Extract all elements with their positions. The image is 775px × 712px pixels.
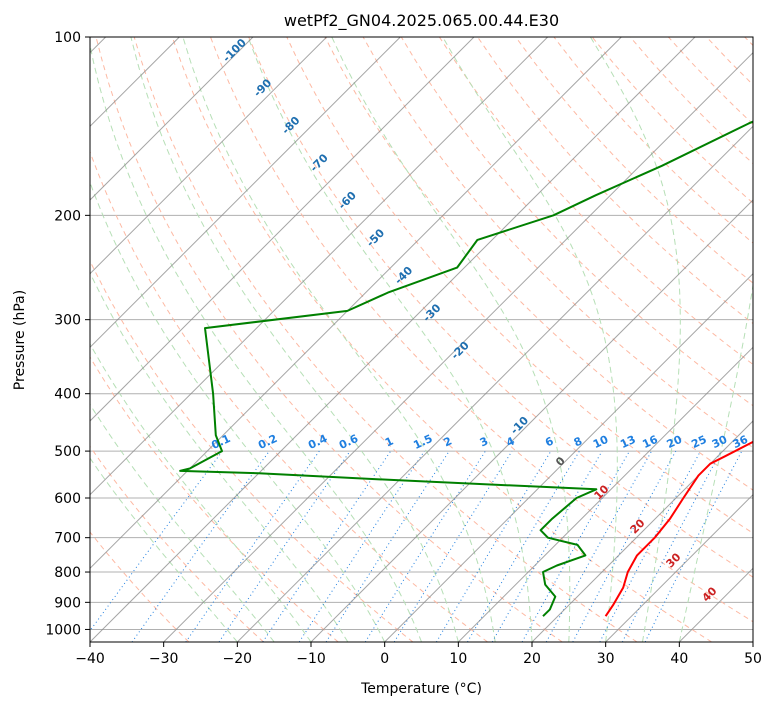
dry-adiabat-line <box>516 37 775 642</box>
isotherm-line <box>237 37 775 642</box>
x-tick-label: 0 <box>380 651 389 667</box>
mixing-ratio-label: 10 <box>591 433 611 451</box>
y-tick-label: 100 <box>54 30 81 46</box>
moist-adiabat-line <box>332 37 570 642</box>
moist-adiabat-line <box>0 37 274 642</box>
isotherm-line <box>0 37 327 642</box>
isotherm-line <box>16 37 621 642</box>
x-tick-label: 40 <box>670 651 688 667</box>
moist-adiabat-line <box>183 37 495 642</box>
mixing-ratio-label: 13 <box>618 433 637 451</box>
isotherm-line <box>458 37 775 642</box>
moist-adiabat-label: 20 <box>628 516 648 536</box>
isotherm-line <box>164 37 769 642</box>
isotherm-line <box>385 37 775 642</box>
moist-adiabat-line <box>0 37 237 642</box>
moist-adiabat-label: 10 <box>592 482 612 502</box>
x-axis-ticks: −40 −30 −20 −10 0 10 20 30 40 50 <box>75 642 762 667</box>
x-tick-label: 50 <box>744 651 762 667</box>
moist-adiabat-label: -90 <box>251 76 274 99</box>
moist-adiabat-label: -10 <box>508 414 531 437</box>
isotherm-line <box>0 37 400 642</box>
x-tick-label: −30 <box>149 651 179 667</box>
moist-adiabat-label: -50 <box>364 226 387 249</box>
y-axis-ticks: 100 200 300 400 500 600 700 800 900 1000 <box>45 30 90 638</box>
y-axis-label: Pressure (hPa) <box>12 290 28 390</box>
mixing-ratio-line <box>468 451 580 642</box>
mixing-ratio-label: 6 <box>543 434 556 449</box>
x-tick-label: −40 <box>75 651 105 667</box>
plot-frame <box>90 37 753 642</box>
y-tick-label: 500 <box>54 444 81 460</box>
y-tick-label: 800 <box>54 565 81 581</box>
mixing-ratio-label: 25 <box>689 433 708 451</box>
x-tick-label: 30 <box>597 651 615 667</box>
mixing-ratio-line <box>436 451 551 642</box>
mixing-ratio-line <box>600 451 701 642</box>
mixing-ratio-label: 8 <box>572 434 584 449</box>
dewpoint-profile-line <box>180 37 775 616</box>
mixing-ratio-line <box>82 451 223 642</box>
dry-adiabat-line <box>745 37 775 642</box>
mixing-ratio-line <box>546 451 651 642</box>
y-tick-label: 600 <box>54 491 81 507</box>
mixing-ratio-label: 0.4 <box>306 432 329 452</box>
isotherm-line <box>0 37 253 642</box>
mixing-ratio-label: 3 <box>478 434 490 449</box>
mixing-ratio-label: 20 <box>665 433 685 451</box>
moist-adiabat-line <box>53 37 385 642</box>
dry-adiabat-line <box>668 37 775 642</box>
mixing-ratio-line <box>573 451 676 642</box>
y-tick-label: 200 <box>54 208 81 224</box>
moist-adiabat-label: 40 <box>700 584 720 604</box>
dry-adiabat-line <box>96 37 562 642</box>
isotherm-line <box>90 37 695 642</box>
profile-lines <box>180 37 775 616</box>
isotherm-line <box>606 37 775 642</box>
isotherm-line <box>0 37 474 642</box>
y-tick-label: 900 <box>54 595 81 611</box>
chart-title: wetPf2_GN04.2025.065.00.44.E30 <box>284 11 559 31</box>
reference-lines <box>0 37 775 642</box>
mixing-ratio-label: 16 <box>640 433 660 451</box>
x-tick-label: 20 <box>523 651 541 667</box>
moist-adiabat-label: -60 <box>336 189 359 212</box>
mixing-ratio-line <box>522 451 629 642</box>
mixing-ratio-line <box>132 451 269 642</box>
y-tick-label: 700 <box>54 531 81 547</box>
dry-adiabat-line <box>58 37 488 642</box>
mixing-ratio-line <box>394 451 512 642</box>
moist-adiabat-label: -100 <box>220 36 249 65</box>
y-tick-label: 400 <box>54 387 81 403</box>
dry-adiabat-line <box>134 37 637 642</box>
y-tick-label: 300 <box>54 313 81 329</box>
moist-adiabat-line <box>22 37 348 642</box>
mixing-ratio-label: 30 <box>710 433 730 451</box>
dry-adiabat-line <box>0 37 189 642</box>
isotherm-line <box>679 37 775 642</box>
moist-adiabat-label: -70 <box>308 151 331 174</box>
isotherm-line <box>753 37 775 642</box>
moist-adiabat-label: -30 <box>420 301 443 324</box>
isotherm-line <box>311 37 775 642</box>
y-tick-label: 1000 <box>45 622 81 638</box>
dry-adiabat-line <box>592 37 775 642</box>
moist-adiabat-line <box>0 37 311 642</box>
moist-adiabat-label: -20 <box>449 339 472 362</box>
x-axis-label: Temperature (°C) <box>360 681 482 697</box>
x-tick-label: 10 <box>449 651 467 667</box>
mixing-ratio-label: 1 <box>383 434 395 449</box>
x-tick-label: −10 <box>296 651 326 667</box>
dry-adiabat-line <box>439 37 775 642</box>
dry-adiabat-line <box>0 37 264 642</box>
x-tick-label: −20 <box>223 651 253 667</box>
